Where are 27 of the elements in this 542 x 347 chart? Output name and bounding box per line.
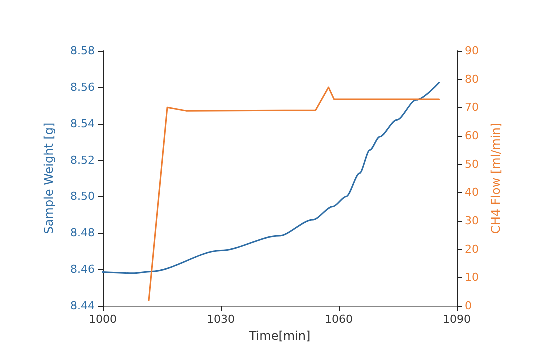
line-series [148,86,440,302]
y-tick-label: 8.44 [70,300,95,312]
y2-tick-label: 40 [465,186,479,200]
y-tick-label: 8.56 [70,80,95,94]
x-tick-label: 1060 [325,313,353,326]
y-tick-label: 8.58 [70,44,95,58]
y-tick-label: 8.52 [70,154,95,167]
line-series [102,82,440,274]
y-tick-label: 8.48 [70,226,95,240]
y-tick-label: 8.50 [70,190,95,204]
y2-tick-label: 60 [465,130,479,142]
y2-axis-title: CH4 Flow [ml/min] [488,122,503,234]
y2-tick-label: 10 [465,271,479,284]
x-axis-title: Time[min] [248,328,311,343]
y2-tick-label: 70 [465,101,479,114]
x-tick-label: 1090 [443,313,471,326]
y2-tick-label: 0 [465,300,472,312]
y-tick-label: 8.54 [70,117,95,130]
y2-tick-label: 80 [465,72,479,86]
y-tick-label: 8.46 [70,263,95,276]
y2-tick-label: 50 [465,158,479,171]
y-axis-title: Sample Weight [g] [42,122,56,234]
y2-tick-label: 30 [465,214,479,228]
y2-tick-label: 90 [465,44,479,58]
x-tick-label: 1030 [207,313,235,326]
x-tick-label: 1000 [89,313,117,326]
y2-tick-label: 20 [465,242,479,256]
